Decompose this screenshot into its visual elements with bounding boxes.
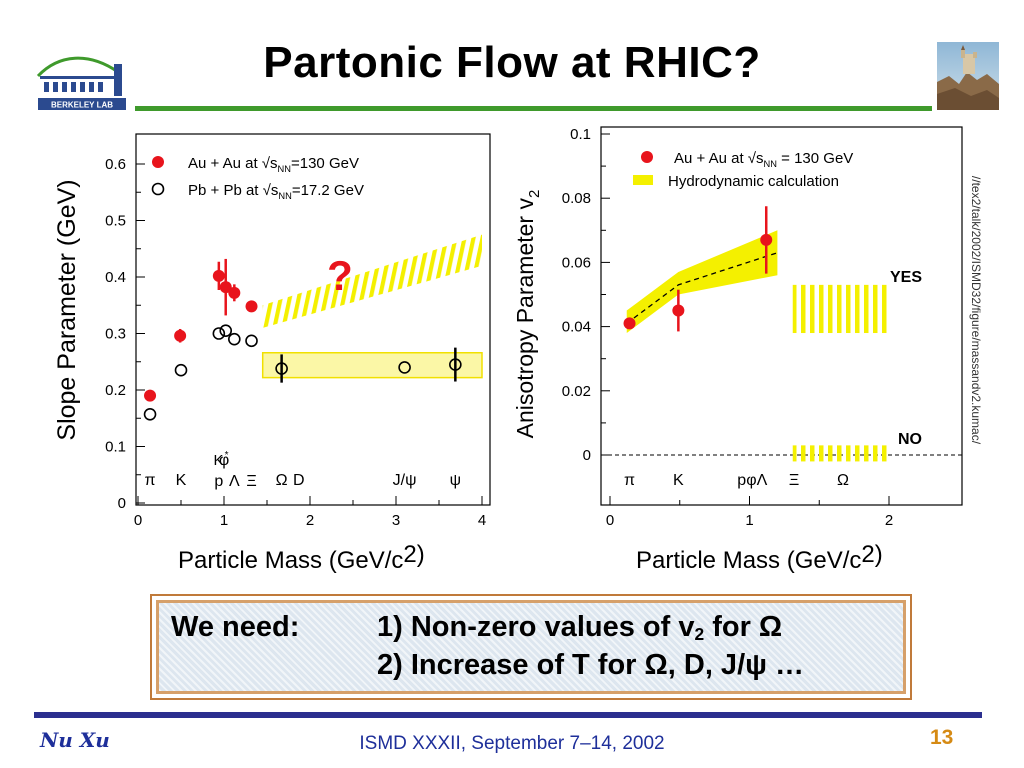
hydro-center-line xyxy=(626,252,778,324)
pbpb-point xyxy=(245,334,258,348)
particle-label: K xyxy=(673,472,684,489)
left-y-axis-label: Slope Parameter (GeV) xyxy=(53,179,81,440)
pbpb-point xyxy=(212,327,226,340)
pbpb-point xyxy=(228,332,241,346)
requirements-box: We need: 1) Non-zero values of v2 for Ω … xyxy=(150,594,912,700)
left-x-tick-label: 3 xyxy=(392,512,400,529)
v2-point xyxy=(672,304,685,317)
legend-v2-marker xyxy=(641,151,653,163)
legend-auau-marker xyxy=(152,156,164,168)
pbpb-point xyxy=(449,358,462,371)
right-y-tick-label: 0 xyxy=(583,447,591,464)
right-plot-frame xyxy=(600,126,963,506)
right-y-tick-label: 0.02 xyxy=(562,383,591,400)
auau-point xyxy=(174,329,187,342)
particle-label: K xyxy=(176,472,187,489)
pbpb-point xyxy=(398,361,411,374)
question-mark-annotation: ? xyxy=(327,252,353,299)
particle-label: φ xyxy=(219,452,229,469)
yes-label: YES xyxy=(890,269,922,286)
legend-pbpb-label: Pb + Pb at √sNN=17.2 GeV xyxy=(188,182,364,201)
pbpb-point xyxy=(275,362,288,375)
pbpb-point xyxy=(174,363,188,377)
particle-label-star: * xyxy=(225,450,229,461)
legend-auau-label: Au + Au at √sNN=130 GeV xyxy=(188,155,359,174)
auau-point xyxy=(212,269,225,282)
particle-label: Ω xyxy=(276,472,288,489)
castle-photo xyxy=(937,42,999,110)
particle-label: p xyxy=(214,473,223,490)
requirement-1-text: 1) Non-zero values of v xyxy=(377,611,695,643)
side-path-text: //tex2/talk/2002/ISMD32/figure/massandv2… xyxy=(969,176,983,445)
particle-label: K xyxy=(214,452,224,469)
auau-point xyxy=(245,300,258,313)
legend-hydro-label: Hydrodynamic calculation xyxy=(668,173,839,190)
left-x-tick-label: 0 xyxy=(134,512,142,529)
left-x-tick-label: 2 xyxy=(306,512,314,529)
right-chart: YES NO 0 1 2 0 0.02 0.04 0.06 0.08 0.1 Particle Mas… xyxy=(512,126,983,574)
author-name: Nu Xu xyxy=(40,728,110,752)
left-chart: 0 1 2 3 4 0 0.1 0.2 0.3 0.4 0.5 0.6 Particle Mass (G… xyxy=(53,133,491,574)
particle-label: π xyxy=(145,472,156,489)
slide-title: Partonic Flow at RHIC? xyxy=(263,38,761,87)
legend-hydro-swatch xyxy=(633,175,653,185)
requirement-1: 1) Non-zero values of v2 for Ω xyxy=(377,611,782,645)
particle-label: D xyxy=(293,472,305,489)
pbpb-point xyxy=(143,407,157,421)
auau-point xyxy=(144,389,157,402)
left-y-tick-label: 0.2 xyxy=(105,382,126,399)
right-y-tick-label: 0.06 xyxy=(562,254,591,271)
scenario-band-yes xyxy=(792,284,889,334)
requirement-2: 2) Increase of T for Ω, D, J/ψ … xyxy=(377,649,805,681)
left-plot-frame xyxy=(135,133,491,506)
right-x-tick-label: 2 xyxy=(885,512,893,529)
v2-point xyxy=(760,233,773,246)
left-x-axis-label: Particle Mass (GeV/c2) xyxy=(178,541,425,574)
left-y-tick-label: 0.5 xyxy=(105,213,126,230)
berkeley-lab-logo: BERKELEY LAB xyxy=(34,46,134,119)
left-y-tick-label: 0.4 xyxy=(105,269,126,286)
logo-text: BERKELEY LAB xyxy=(51,101,113,110)
particle-label: Ξ xyxy=(246,473,256,490)
right-x-tick-label: 0 xyxy=(606,512,614,529)
particle-label: ψ xyxy=(450,472,461,489)
auau-point xyxy=(219,281,232,294)
particle-label: Λ xyxy=(229,473,240,490)
particle-label: Ω xyxy=(837,472,849,489)
page-number: 13 xyxy=(930,726,954,749)
footer-divider xyxy=(34,712,982,718)
particle-label: J/ψ xyxy=(393,472,417,489)
legend-v2-label: Au + Au at √sNN = 130 GeV xyxy=(674,150,853,169)
right-x-tick-label: 1 xyxy=(745,512,753,529)
particle-label: Ξ xyxy=(789,472,799,489)
v2-point xyxy=(623,317,636,330)
requirement-1-end: for Ω xyxy=(704,611,783,643)
hydro-band xyxy=(626,230,778,334)
right-x-axis-label: Particle Mass (GeV/c2) xyxy=(636,541,883,574)
requirement-1-sub: 2 xyxy=(694,624,705,645)
right-y-axis-label: Anisotropy Parameter v2 xyxy=(512,190,543,439)
particle-label: pφΛ xyxy=(737,472,767,489)
title-divider xyxy=(135,106,932,111)
auau-point xyxy=(228,286,241,299)
scenario-band-no xyxy=(792,445,889,462)
footer-text: ISMD XXXII, September 7–14, 2002 xyxy=(359,733,665,754)
left-y-tick-label: 0.1 xyxy=(105,439,126,456)
flat-band xyxy=(261,351,483,379)
left-x-tick-label: 1 xyxy=(220,512,228,529)
left-y-tick-label: 0 xyxy=(118,495,126,512)
left-x-tick-label: 4 xyxy=(478,512,486,529)
legend-pbpb-marker xyxy=(151,182,165,196)
left-y-tick-label: 0.3 xyxy=(105,326,126,343)
right-y-tick-label: 0.04 xyxy=(562,319,591,336)
pbpb-point xyxy=(219,324,233,337)
right-y-tick-label: 0.08 xyxy=(562,190,591,207)
left-y-tick-label: 0.6 xyxy=(105,156,126,173)
rising-hatched-band xyxy=(262,234,482,328)
no-label: NO xyxy=(898,431,922,448)
particle-label: π xyxy=(624,472,635,489)
requirements-label: We need: xyxy=(171,611,300,643)
right-y-tick-label: 0.1 xyxy=(570,126,591,143)
